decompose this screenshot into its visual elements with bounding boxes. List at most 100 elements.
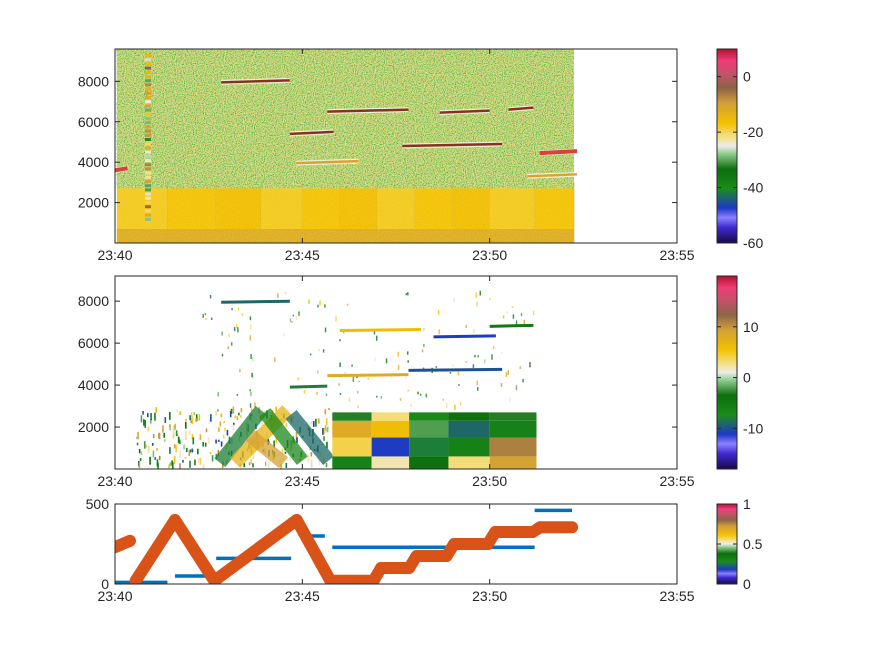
noise-mark: [179, 411, 181, 416]
noise-mark: [324, 409, 327, 414]
noise-mark: [254, 402, 256, 408]
start-column-cell: [144, 91, 151, 95]
noise-mark: [515, 385, 518, 391]
noise-mark: [506, 311, 508, 314]
noise-mark: [199, 434, 202, 441]
feature-track: [115, 166, 128, 173]
noise-mark: [250, 391, 252, 397]
noise-mark: [185, 433, 187, 440]
noise-mark: [489, 298, 491, 301]
noise-mark: [375, 335, 378, 341]
noise-mark: [172, 427, 175, 434]
noise-mark: [284, 292, 287, 295]
diagonal-band: [245, 429, 289, 469]
segment-band: [489, 412, 537, 421]
x-tick-label: 23:40: [97, 247, 132, 263]
noise-mark: [292, 314, 295, 317]
noise-mark: [240, 408, 243, 413]
noise-mark: [173, 456, 176, 464]
noise-mark: [158, 455, 161, 461]
colorbar-tick-label: 0.5: [743, 536, 763, 552]
start-column-cell: [144, 100, 151, 104]
noise-mark: [197, 448, 199, 455]
noise-mark: [173, 444, 176, 449]
noise-mark: [308, 421, 310, 428]
noise-mark: [163, 439, 166, 442]
noise-mark: [344, 371, 347, 374]
noise-mark: [324, 304, 326, 308]
orange-track-segment: [290, 514, 337, 584]
start-column-cell: [144, 163, 151, 167]
noise-mark: [317, 304, 319, 308]
noise-mark: [529, 361, 531, 368]
segment-band: [448, 456, 490, 469]
noise-mark: [226, 430, 229, 436]
noise-mark: [217, 391, 220, 397]
noise-mark: [179, 450, 182, 458]
start-column-cell: [144, 79, 151, 83]
noise-mark: [249, 389, 251, 392]
noise-mark: [142, 410, 144, 415]
noise-mark: [140, 451, 143, 456]
noise-mark: [283, 333, 285, 337]
orange-track-segment: [208, 514, 303, 584]
noise-mark: [197, 457, 200, 464]
start-column-cell: [144, 196, 151, 200]
noise-mark: [318, 349, 320, 351]
start-column-cell: [144, 209, 151, 213]
noise-mark: [195, 418, 197, 423]
start-column-cell: [144, 104, 151, 108]
noise-mark: [171, 460, 173, 466]
noise-mark: [205, 428, 208, 433]
noise-mark: [221, 353, 224, 357]
noise-mark: [202, 314, 204, 318]
noise-mark: [220, 413, 223, 418]
noise-mark: [185, 421, 187, 429]
start-column-cell: [144, 75, 151, 78]
colorbar-tick-label: 10: [743, 319, 759, 335]
orange-track-segment: [129, 514, 181, 584]
noise-mark: [190, 411, 193, 419]
noise-mark: [285, 463, 288, 468]
noise-mark: [179, 463, 181, 469]
start-column-cell: [144, 138, 151, 141]
start-column-cell: [144, 201, 151, 204]
spectrogram-axes: [114, 48, 678, 244]
noise-mark: [145, 444, 147, 448]
segment-band: [332, 420, 372, 438]
noise-mark: [237, 327, 239, 333]
noise-mark: [198, 414, 201, 421]
spectrogram-panel: 23:40 23:45 23:50 23:55 2000 4000 6000 8000: [78, 48, 695, 263]
noise-mark: [358, 380, 360, 383]
noise-mark: [220, 441, 223, 447]
noise-mark: [208, 418, 211, 425]
start-column-cell: [144, 129, 151, 133]
noise-mark: [154, 457, 157, 460]
colorbar-top: -60 -40 -20 0: [716, 48, 763, 251]
noise-mark: [229, 410, 232, 418]
noise-mark: [191, 434, 194, 440]
start-column-cell: [144, 108, 151, 112]
x-tick-label: 23:40: [97, 588, 132, 604]
noise-mark: [280, 463, 282, 469]
noise-mark: [191, 449, 194, 453]
segment-band: [332, 437, 372, 457]
noise-mark: [423, 343, 425, 348]
noise-mark: [407, 292, 409, 296]
noise-mark: [352, 376, 355, 383]
feature-track: [289, 130, 334, 136]
noise-mark: [168, 464, 170, 469]
noise-mark: [135, 436, 138, 440]
colorbar-tick-label: -20: [743, 124, 763, 140]
noise-mark: [277, 293, 279, 298]
noise-mark: [209, 451, 212, 455]
noise-mark: [215, 439, 217, 444]
segment-band: [409, 437, 449, 457]
noise-mark: [236, 394, 239, 396]
noise-mark: [407, 389, 410, 392]
start-column-cell: [144, 133, 151, 137]
noise-mark: [202, 442, 204, 447]
noise-mark: [250, 408, 253, 412]
feature-track: [508, 106, 534, 111]
noise-mark: [423, 327, 425, 332]
